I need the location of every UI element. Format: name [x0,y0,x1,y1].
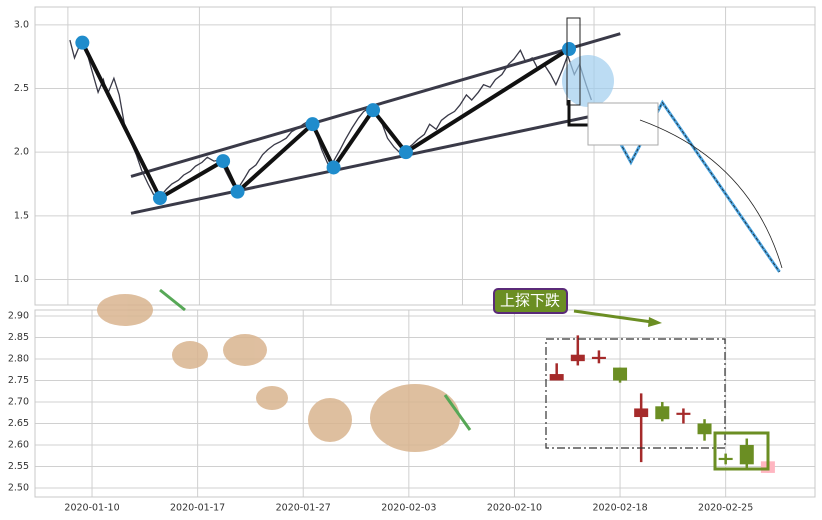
y-tick-label: 2.0 [14,147,29,158]
y-tick-label: 2.80 [8,354,29,365]
annotation-arrow [573,309,653,324]
x-tick-label: 2020-02-03 [381,503,436,514]
x-tick-label: 2020-01-10 [64,503,119,514]
pivot-point [216,154,231,169]
x-tick-label: 2020-02-10 [487,503,542,514]
y-tick-label: 2.55 [8,461,29,472]
pivot-point [562,42,577,57]
pivot-point [152,191,167,206]
pivot-point [366,103,381,118]
candle-body [613,367,628,381]
pivot-point [326,160,341,175]
candle-body [676,412,691,415]
y-tick-label: 2.65 [8,418,29,429]
y-tick-label: 2.90 [8,311,29,322]
y-tick-label: 2.60 [8,439,29,450]
axes-frame [34,309,816,498]
candle-body [655,406,670,420]
top-panel: 1.0 1.5 2.0 2.5 3.0 [14,6,816,306]
pivot-point [398,145,413,160]
pivot-point [305,117,320,132]
axes-frame [34,6,816,306]
candle-body [570,354,585,362]
pivot-point [230,184,245,199]
trend-line [130,115,591,215]
candle-body [634,408,649,418]
decoration [566,17,581,106]
candle-body [718,457,733,461]
annotation-text: 上探下跌 [500,292,560,310]
decoration [97,288,472,452]
candle-body [549,374,564,381]
decoration [639,119,783,269]
y-tick-label: 1.5 [14,210,29,221]
candle-body [739,444,754,465]
annotation-arrowhead [648,317,662,327]
decoration [567,100,590,127]
y-tick-label: 1.0 [14,274,29,285]
candle-body [697,423,712,435]
x-tick-label: 2020-02-18 [592,503,647,514]
y-tick-label: 3.0 [14,19,29,30]
candle-body [591,356,606,360]
y-tick-label: 2.85 [8,332,29,343]
y-tick-label: 2.70 [8,396,29,407]
decoration [587,102,659,146]
x-tick-label: 2020-01-27 [276,503,331,514]
pivot-point [75,35,90,50]
decoration [713,431,770,471]
y-tick-label: 2.50 [8,482,29,493]
decoration [562,55,614,107]
x-tick-label: 2020-01-17 [170,503,225,514]
bottom-panel: 2.50 2.55 2.60 2.65 2.70 2.75 2.80 2.85 2.90 2020… [8,288,816,514]
y-tick-label: 2.5 [14,83,29,94]
x-tick-label: 2020-02-25 [698,503,753,514]
annotation-box [493,288,568,314]
y-tick-label: 2.75 [8,375,29,386]
